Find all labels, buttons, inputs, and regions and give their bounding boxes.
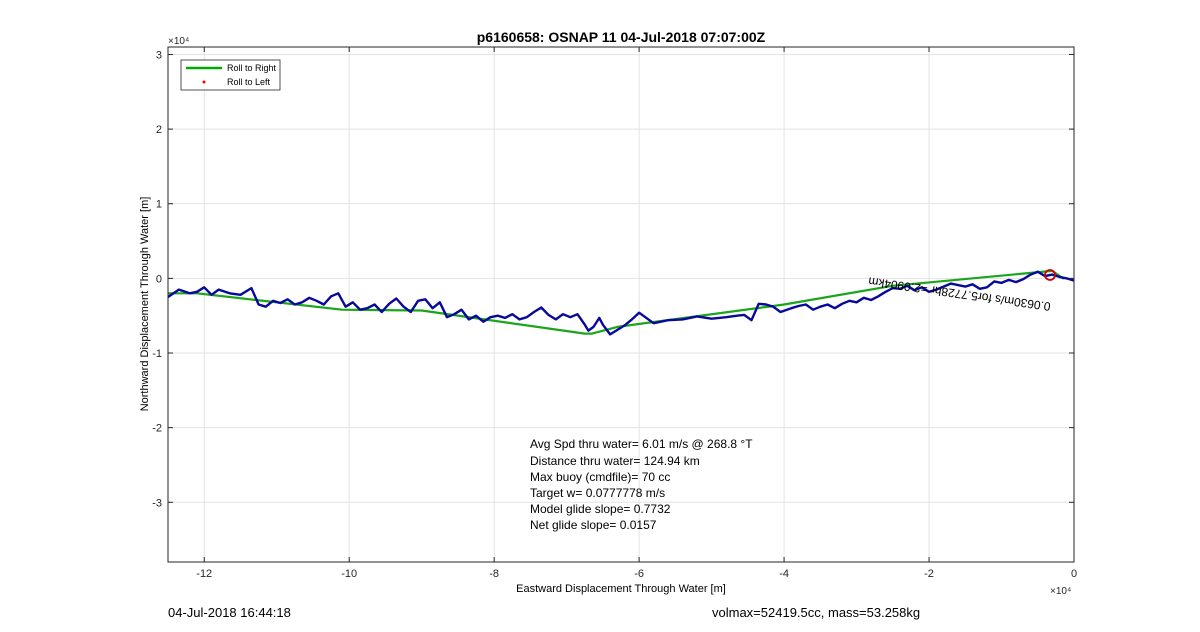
footer-timestamp: 04-Jul-2018 16:44:18 (168, 605, 291, 620)
end-position-marker (1044, 269, 1056, 281)
y-tick-label: 3 (156, 49, 162, 61)
legend-box (180, 59, 281, 91)
legend-dot-roll-left (202, 80, 206, 84)
footer-volmax-mass: volmax=52419.5cc, mass=53.258kg (712, 605, 921, 620)
x-tick-label: -8 (489, 568, 499, 580)
series-group (168, 269, 1074, 336)
y-tick-label: 1 (156, 199, 162, 211)
x-tick-label: -4 (779, 568, 789, 580)
y-tick-label: 2 (156, 124, 162, 136)
annotation-model-glide: Model glide slope= 0.7732 (530, 502, 671, 516)
x-axis-label: Eastward Displacement Through Water [m] (516, 583, 726, 595)
y-tick-label: -1 (152, 348, 162, 360)
annotation-avg-speed: Avg Spd thru water= 6.01 m/s @ 268.8 °T (530, 437, 753, 451)
x-tick-label: -2 (924, 568, 934, 580)
y-tick-label: 0 (156, 273, 162, 285)
plot-area (168, 47, 1074, 562)
grid-lines (168, 47, 1075, 562)
x-tick-label: -6 (634, 568, 644, 580)
x-exponent-label: ×10⁴ (1050, 586, 1071, 597)
y-tick-label: -2 (152, 423, 162, 435)
y-axis-label: Northward Displacement Through Water [m] (139, 197, 151, 412)
series-line-trajectory (168, 270, 1074, 336)
legend-label-roll-left: Roll to Left (227, 77, 271, 87)
stats-annotation: Avg Spd thru water= 6.01 m/s @ 268.8 °T … (530, 437, 753, 532)
y-tick-label: -3 (152, 497, 162, 509)
y-exponent-label: ×10⁴ (168, 36, 189, 47)
axes-frame (167, 46, 1075, 563)
annotation-net-glide: Net glide slope= 0.0157 (530, 518, 657, 532)
annotation-distance: Distance thru water= 124.94 km (530, 454, 700, 468)
legend-label-roll-right: Roll to Right (227, 63, 277, 73)
x-tick-label: -12 (196, 568, 212, 580)
annotation-max-buoy: Max buoy (cmdfile)= 70 cc (530, 470, 670, 484)
legend: Roll to Right Roll to Left (180, 59, 281, 91)
chart-title: p6160658: OSNAP 11 04-Jul-2018 07:07:00Z (477, 29, 766, 45)
annotation-target-w: Target w= 0.0777778 m/s (530, 486, 665, 500)
x-tick-label: -10 (341, 568, 357, 580)
x-tick-label: 0 (1071, 568, 1077, 580)
